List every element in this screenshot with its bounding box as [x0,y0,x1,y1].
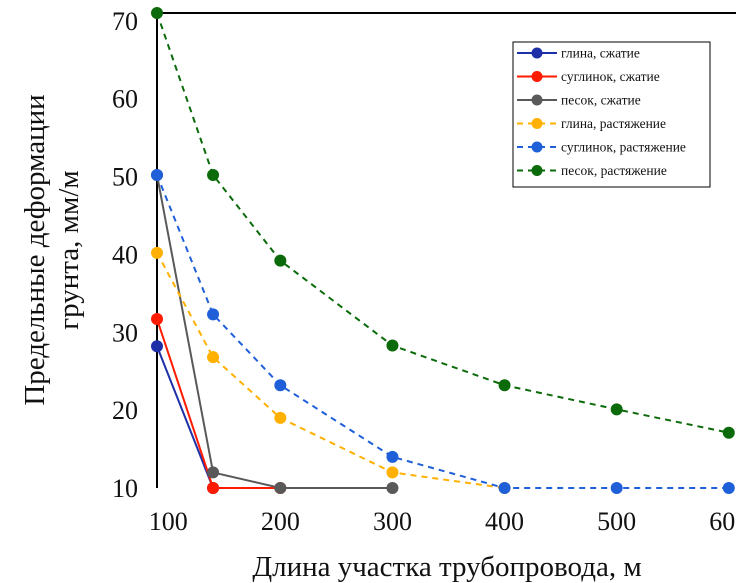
legend-marker [531,141,543,153]
legend-marker [531,94,543,106]
y-tick-label: 50 [112,163,138,192]
data-point [207,351,220,364]
tick-labels: 10 20 30 40 50 60 70 100 200 300 400 500 600 [112,7,736,536]
legend-label: песок, сжатие [561,93,641,108]
legend-marker [531,165,543,176]
legend-marker [531,118,543,129]
data-point [207,466,220,479]
data-point [274,254,287,267]
legend: глина, сжатие суглинок, сжатие песок, сжат… [512,41,711,188]
y-tick-label: 30 [112,318,138,347]
data-point [151,246,163,259]
data-point [498,379,511,392]
legend-box [512,41,711,188]
legend-label: суглинок, сжатие [561,69,660,84]
data-point [151,313,163,326]
data-point [274,379,287,392]
data-point [722,426,735,439]
data-point [274,482,287,494]
y-axis-title-line-2: грунта, мм/м [53,170,85,330]
y-tick-label: 70 [112,7,138,36]
data-point [207,168,220,181]
data-point [386,450,399,463]
series-4 [151,246,511,494]
data-point [498,482,511,494]
x-tick-label: 600 [709,507,736,536]
series-2 [151,313,287,494]
y-axis-title-line-1: Предельные деформации [19,94,51,405]
data-point [610,482,623,494]
data-point [151,168,163,181]
series-line [156,174,729,489]
series-6 [151,7,735,439]
y-tick-label: 60 [112,85,138,114]
series-5 [151,168,735,494]
data-point [386,482,399,494]
legend-marker [531,71,543,82]
x-tick-label: 400 [485,507,524,536]
x-tick-label: 100 [149,507,188,536]
data-point [151,7,163,19]
y-tick-label: 10 [112,474,138,503]
data-point [151,340,163,353]
legend-label: глина, сжатие [561,46,640,61]
legend-label: песок, растяжение [561,163,667,178]
data-point [274,411,287,424]
plot-area [151,7,735,494]
data-point [207,482,220,494]
y-axis-title-group: Предельные деформации грунта, мм/м [19,94,85,405]
x-axis-title: Длина участка трубопровода, м [252,551,641,583]
series-3 [151,168,399,494]
legend-marker [531,47,543,59]
x-tick-label: 500 [597,507,636,536]
legend-label: суглинок, растяжение [561,140,686,155]
data-point [610,403,623,416]
series-line [156,318,281,489]
data-point [386,466,399,479]
y-tick-label: 40 [112,240,138,269]
y-tick-label: 20 [112,396,138,425]
data-point [722,482,735,494]
legend-label: глина, растяжение [561,116,666,131]
series-line [156,174,393,489]
x-tick-label: 200 [261,507,300,536]
data-point [207,308,220,321]
x-tick-label: 300 [373,507,412,536]
series-line [156,345,214,489]
data-point [386,339,399,352]
